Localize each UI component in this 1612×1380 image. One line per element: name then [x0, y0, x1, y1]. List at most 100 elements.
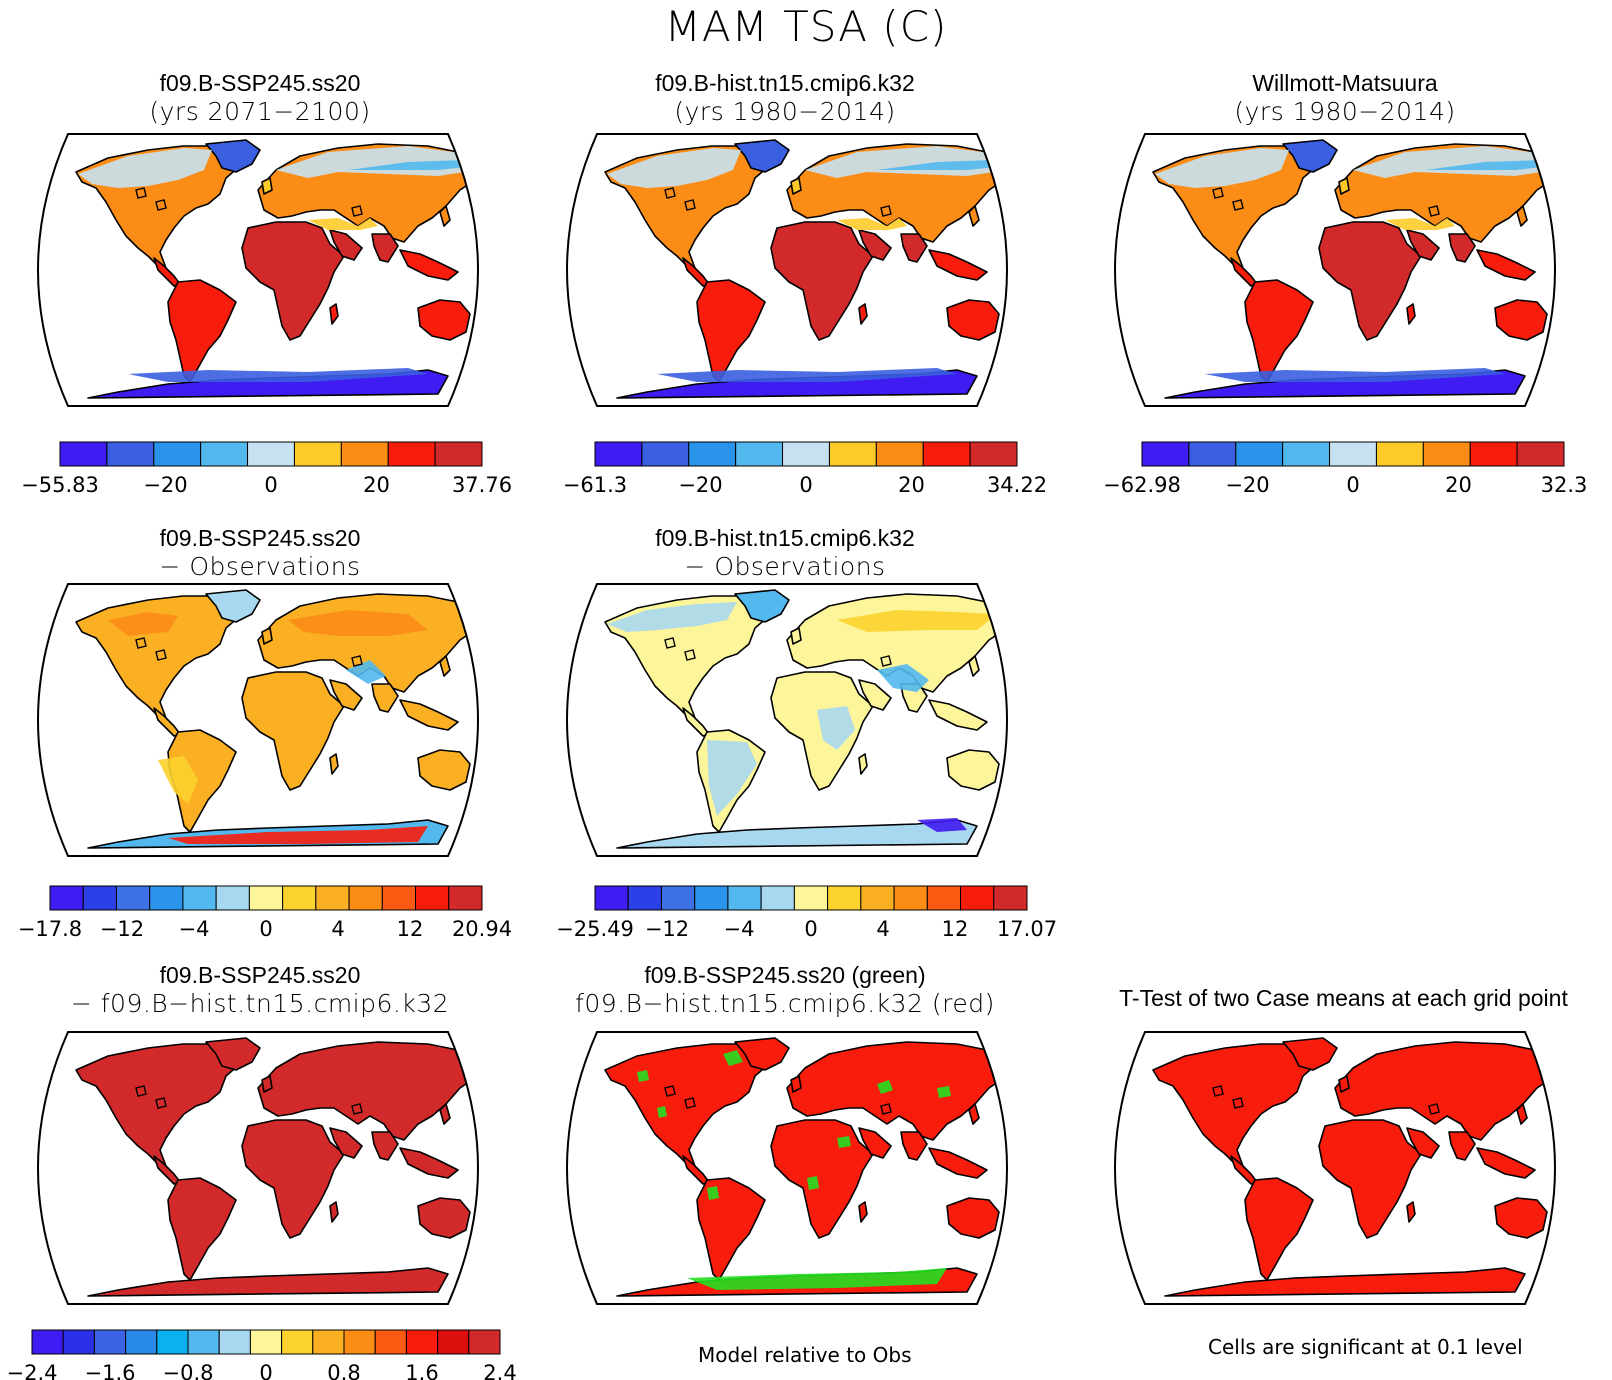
colorbar-swatch [153, 441, 202, 467]
map-panel-4 [8, 580, 508, 860]
landmass-africa [241, 221, 345, 341]
landmass-new-zealand [482, 788, 492, 808]
landmass-australia [1494, 299, 1548, 341]
lake-outline-0 [664, 187, 676, 199]
map-frame [37, 583, 479, 857]
field-patch-0 [607, 148, 741, 188]
colorbar-swatch [247, 441, 295, 467]
landmass-australia [417, 299, 471, 341]
colorbar-swatch [374, 1329, 407, 1355]
landmass-new-zealand [482, 1236, 492, 1256]
footer-model-relative: Model relative to Obs [698, 1343, 912, 1367]
colorbar-tick-label: 4 [876, 917, 889, 941]
colorbar-swatch [875, 441, 924, 467]
field-patch-6 [937, 1086, 951, 1098]
colorbar-swatch [1516, 441, 1565, 467]
colorbar-1: −55.83 −20 0 20 37.76 [0, 441, 530, 502]
colorbar-tick-label: −0.8 [163, 1361, 214, 1380]
landmass-se-asia-islands [928, 699, 988, 731]
colorbar-swatch [405, 1329, 439, 1355]
colorbar-tick-label: −1.6 [85, 1361, 136, 1380]
field-patch-2 [348, 160, 476, 170]
field-patch-4 [108, 612, 178, 636]
world-map-svg [566, 133, 1008, 407]
panel-title-4-line2: − Observations [159, 552, 361, 581]
landmass-se-asia-islands [928, 249, 988, 281]
colorbar-tick-label: 34.22 [987, 473, 1047, 497]
map-panel-6 [8, 1028, 508, 1308]
colorbar-swatch [1141, 441, 1190, 467]
colorbar-tick-label: −20 [143, 473, 187, 497]
panel-title-6-line1: f09.B-SSP245.ss20 [159, 962, 361, 988]
colorbar-tick-label: −20 [678, 473, 722, 497]
colorbar-swatch [594, 885, 629, 911]
lake-outline-2 [351, 1103, 363, 1115]
panel-title-1: f09.B-SSP245.ss20 (yrs 2071−2100) [10, 70, 510, 126]
landmass-japan [439, 205, 451, 227]
colorbar-swatch [1282, 441, 1331, 467]
landmass-arabia [858, 229, 892, 261]
landmass-new-zealand [1011, 788, 1021, 808]
panel-title-3-line1: Willmott-Matsuura [1252, 70, 1438, 96]
landmass-madagascar [858, 753, 868, 775]
landmass-madagascar [858, 303, 868, 325]
landmass-uk [261, 627, 273, 645]
landmass-india [1448, 233, 1476, 263]
landmass-madagascar [329, 753, 339, 775]
colorbar-tick-label: 0 [799, 473, 812, 497]
landmass-greenland [734, 589, 790, 623]
landmass-south-america [696, 1177, 766, 1281]
colorbar-tick-label: 32.3 [1541, 473, 1588, 497]
panel-title-1-line2: (yrs 2071−2100) [149, 97, 371, 126]
landmass-eurasia [1334, 1041, 1555, 1141]
landmass-south-america [1244, 1177, 1314, 1281]
landmass-africa [241, 671, 345, 791]
field-patch-2 [837, 610, 997, 632]
colorbar-2: −61.3 −20 0 20 34.22 [540, 441, 1070, 502]
colorbar-swatch [218, 1329, 251, 1355]
landmass-madagascar [1406, 1201, 1416, 1223]
lake-outline-2 [880, 205, 892, 217]
landmass-africa [1318, 221, 1422, 341]
field-patch-2 [877, 160, 1005, 170]
landmass-central-america [1230, 257, 1258, 287]
map-panel-1 [8, 130, 508, 410]
landmass-arabia [1406, 229, 1440, 261]
landmass-japan [968, 205, 980, 227]
map-frame [37, 1031, 479, 1305]
colorbar-swatch [200, 441, 249, 467]
landmass-africa [770, 1119, 874, 1239]
lake-outline-2 [351, 205, 363, 217]
lake-outline-1 [155, 199, 167, 211]
colorbar-swatch [115, 885, 151, 911]
colorbar-tick-label: −20 [1225, 473, 1269, 497]
landmass-uk [790, 177, 802, 195]
colorbar-swatch [641, 441, 690, 467]
lake-outline-0 [1212, 1085, 1224, 1097]
landmass-japan [968, 655, 980, 677]
field-patch-5 [917, 818, 967, 832]
landmass-africa [241, 1119, 345, 1239]
colorbar-swatch [82, 885, 117, 911]
panel-title-8-line1: T-Test of two Case means at each grid po… [1119, 985, 1568, 1011]
field-patch-4 [657, 368, 957, 382]
colorbar-swatch [993, 885, 1028, 911]
landmass-australia [946, 749, 1000, 791]
landmass-north-america [1152, 1043, 1318, 1167]
colorbar-swatch [782, 441, 830, 467]
landmass-africa [1318, 1119, 1422, 1239]
colorbar-tick-label: −62.98 [1103, 473, 1181, 497]
landmass-arabia [329, 679, 363, 711]
landmass-australia [1494, 1197, 1548, 1239]
colorbar-swatch [187, 1329, 220, 1355]
map-frame [566, 583, 1008, 857]
landmass-india [900, 233, 928, 263]
colorbar-swatch [1469, 441, 1518, 467]
landmass-india [371, 683, 399, 713]
panel-title-6: f09.B-SSP245.ss20 − f09.B−hist.tn15.cmip… [10, 962, 510, 1018]
landmass-africa [770, 221, 874, 341]
field-patch-1 [707, 740, 757, 816]
landmass-madagascar [329, 1201, 339, 1223]
colorbar-tick-label: −55.83 [21, 473, 99, 497]
colorbar-tick-label: 0 [804, 917, 817, 941]
